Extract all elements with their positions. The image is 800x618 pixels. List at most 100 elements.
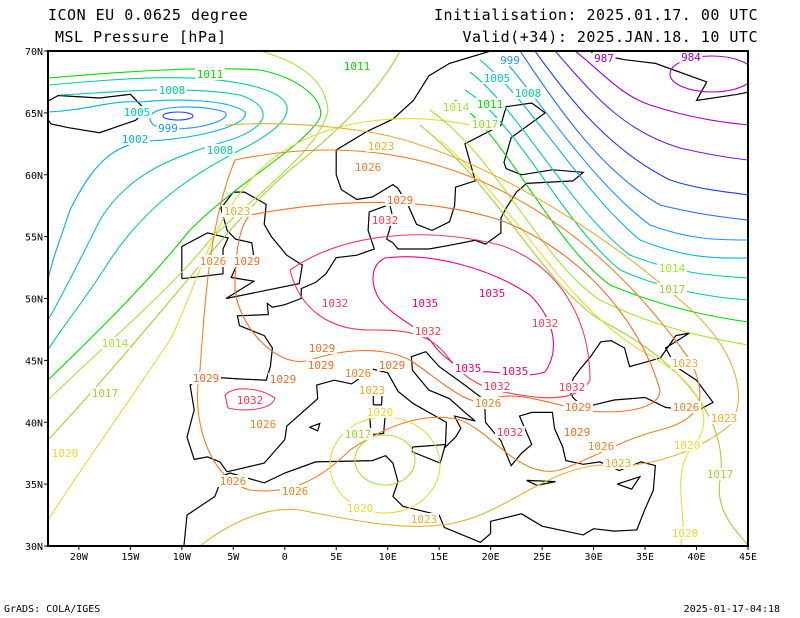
isobar-label-999: 999 <box>500 54 520 67</box>
isobar-label-1002: 1002 <box>122 133 149 146</box>
lon-label: 20W <box>70 552 89 563</box>
isobar-label-1026: 1026 <box>250 418 277 431</box>
lat-label: 45N <box>25 356 43 367</box>
isobar-label-1011: 1011 <box>477 98 504 111</box>
lon-label: 40E <box>687 552 705 563</box>
coastline-ireland <box>181 232 229 280</box>
isobar-1008 <box>48 77 288 351</box>
isobar-label-1020: 1020 <box>52 447 79 460</box>
lon-label: 10W <box>173 552 192 563</box>
isobar-996 <box>162 111 194 121</box>
isobar-1017-east <box>419 124 748 546</box>
isobar-label-1032: 1032 <box>322 297 349 310</box>
coastline-black-sea <box>569 332 714 412</box>
isobar-labels: 1011 1008 1005 999 1002 1008 1011 999 987 984 1005… <box>50 51 739 540</box>
isobar-label-1032: 1032 <box>559 381 586 394</box>
lon-label: 30E <box>585 552 603 563</box>
isobar-label-1029: 1029 <box>234 255 261 268</box>
isobar-label-1008: 1008 <box>159 84 186 97</box>
isobar-label-999: 999 <box>158 122 178 135</box>
isobar-1029 <box>234 201 661 413</box>
isobar-label-1017: 1017 <box>472 118 499 131</box>
isobar-996 <box>519 51 748 221</box>
isobar-label-1029: 1029 <box>309 342 336 355</box>
isobar-1020-west <box>48 118 471 521</box>
isobar-label-1026: 1026 <box>475 397 502 410</box>
isobar-1020-east <box>439 139 705 546</box>
isobar-1026 <box>196 149 701 492</box>
isobar-993 <box>534 51 748 196</box>
isobar-1032 <box>289 234 591 399</box>
isobar-label-1011: 1011 <box>344 60 371 73</box>
isobar-label-1032: 1032 <box>497 426 524 439</box>
map-frame <box>47 50 749 547</box>
isobar-label-1005: 1005 <box>124 106 151 119</box>
coastline-crete <box>526 479 556 487</box>
lon-label: 0 <box>282 552 288 563</box>
isobar-label-1035: 1035 <box>502 365 529 378</box>
isobar-label-1023: 1023 <box>224 205 251 218</box>
isobar-label-1026: 1026 <box>673 401 700 414</box>
isobar-label-1023: 1023 <box>711 412 738 425</box>
isobar-label-1026: 1026 <box>588 440 615 453</box>
isobar-label-1026: 1026 <box>282 485 309 498</box>
isobar-label-1017: 1017 <box>707 468 734 481</box>
lon-label: 20E <box>482 552 500 563</box>
isobar-label-1029: 1029 <box>379 359 406 372</box>
isobar-label-1035: 1035 <box>412 297 439 310</box>
isobar-987 <box>574 51 748 126</box>
isobar-984 <box>669 55 748 93</box>
isobar-1002 <box>48 99 246 281</box>
isobar-label-1026: 1026 <box>355 161 382 174</box>
isobar-1014-east <box>429 109 748 346</box>
coastline-sicily <box>411 443 447 464</box>
isobar-label-1032: 1032 <box>372 214 399 227</box>
isobar-label-1029: 1029 <box>308 359 335 372</box>
isobar-label-1026: 1026 <box>200 255 227 268</box>
isobar-label-1020: 1020 <box>367 406 394 419</box>
isobar-label-1032: 1032 <box>415 325 442 338</box>
isobar-label-1029: 1029 <box>387 194 414 207</box>
lon-label: 15W <box>121 552 140 563</box>
lon-label: 25E <box>533 552 551 563</box>
isobar-1035 <box>372 256 554 376</box>
isobar-label-1020: 1020 <box>347 502 374 515</box>
model-title: ICON EU 0.0625 degree <box>48 6 249 24</box>
isobar-label-1005: 1005 <box>484 72 511 85</box>
isobar-label-1029: 1029 <box>564 426 591 439</box>
isobar-1017-med <box>354 434 416 486</box>
isobar-label-1023: 1023 <box>368 140 395 153</box>
isobar-label-1017: 1017 <box>92 387 119 400</box>
lon-label: 15E <box>430 552 448 563</box>
isobar-label-1029: 1029 <box>193 372 220 385</box>
render-timestamp: 2025-01-17-04:18 <box>683 604 780 615</box>
isobar-label-1008: 1008 <box>515 87 542 100</box>
isobar-label-1014: 1014 <box>659 262 686 275</box>
isobar-label-1017: 1017 <box>345 428 372 441</box>
isobars <box>48 51 748 546</box>
lat-label: 35N <box>25 480 43 491</box>
lat-label: 70N <box>25 47 43 58</box>
isobar-label-1032: 1032 <box>484 380 511 393</box>
lat-label: 60N <box>25 171 43 182</box>
isobar-label-1014: 1014 <box>443 101 470 114</box>
initialisation-time: Initialisation: 2025.01.17. 00 UTC <box>433 6 758 24</box>
axis-ticks: 70N 65N 60N 55N 50N 45N 40N 35N 30N 20W 15W 10W 5W 0 5… <box>25 47 757 563</box>
lon-label: 5W <box>227 552 240 563</box>
isobar-1017-west <box>48 51 401 441</box>
isobar-label-1023: 1023 <box>411 513 438 526</box>
isobar-label-1035: 1035 <box>479 287 506 300</box>
lon-label: 5E <box>330 552 342 563</box>
isobar-label-1020: 1020 <box>672 527 699 540</box>
isobar-label-987: 987 <box>594 52 614 65</box>
lon-label: 10E <box>379 552 397 563</box>
valid-time: Valid(+34): 2025.JAN.18. 10 UTC <box>462 28 758 46</box>
isobar-999-east <box>499 54 748 241</box>
isobar-1032-iberia <box>224 388 276 411</box>
isobar-label-1035: 1035 <box>455 362 482 375</box>
coastline-mainland <box>183 51 748 546</box>
lat-label: 30N <box>25 542 43 553</box>
isobar-label-1029: 1029 <box>270 373 297 386</box>
isobar-label-1032: 1032 <box>237 394 264 407</box>
